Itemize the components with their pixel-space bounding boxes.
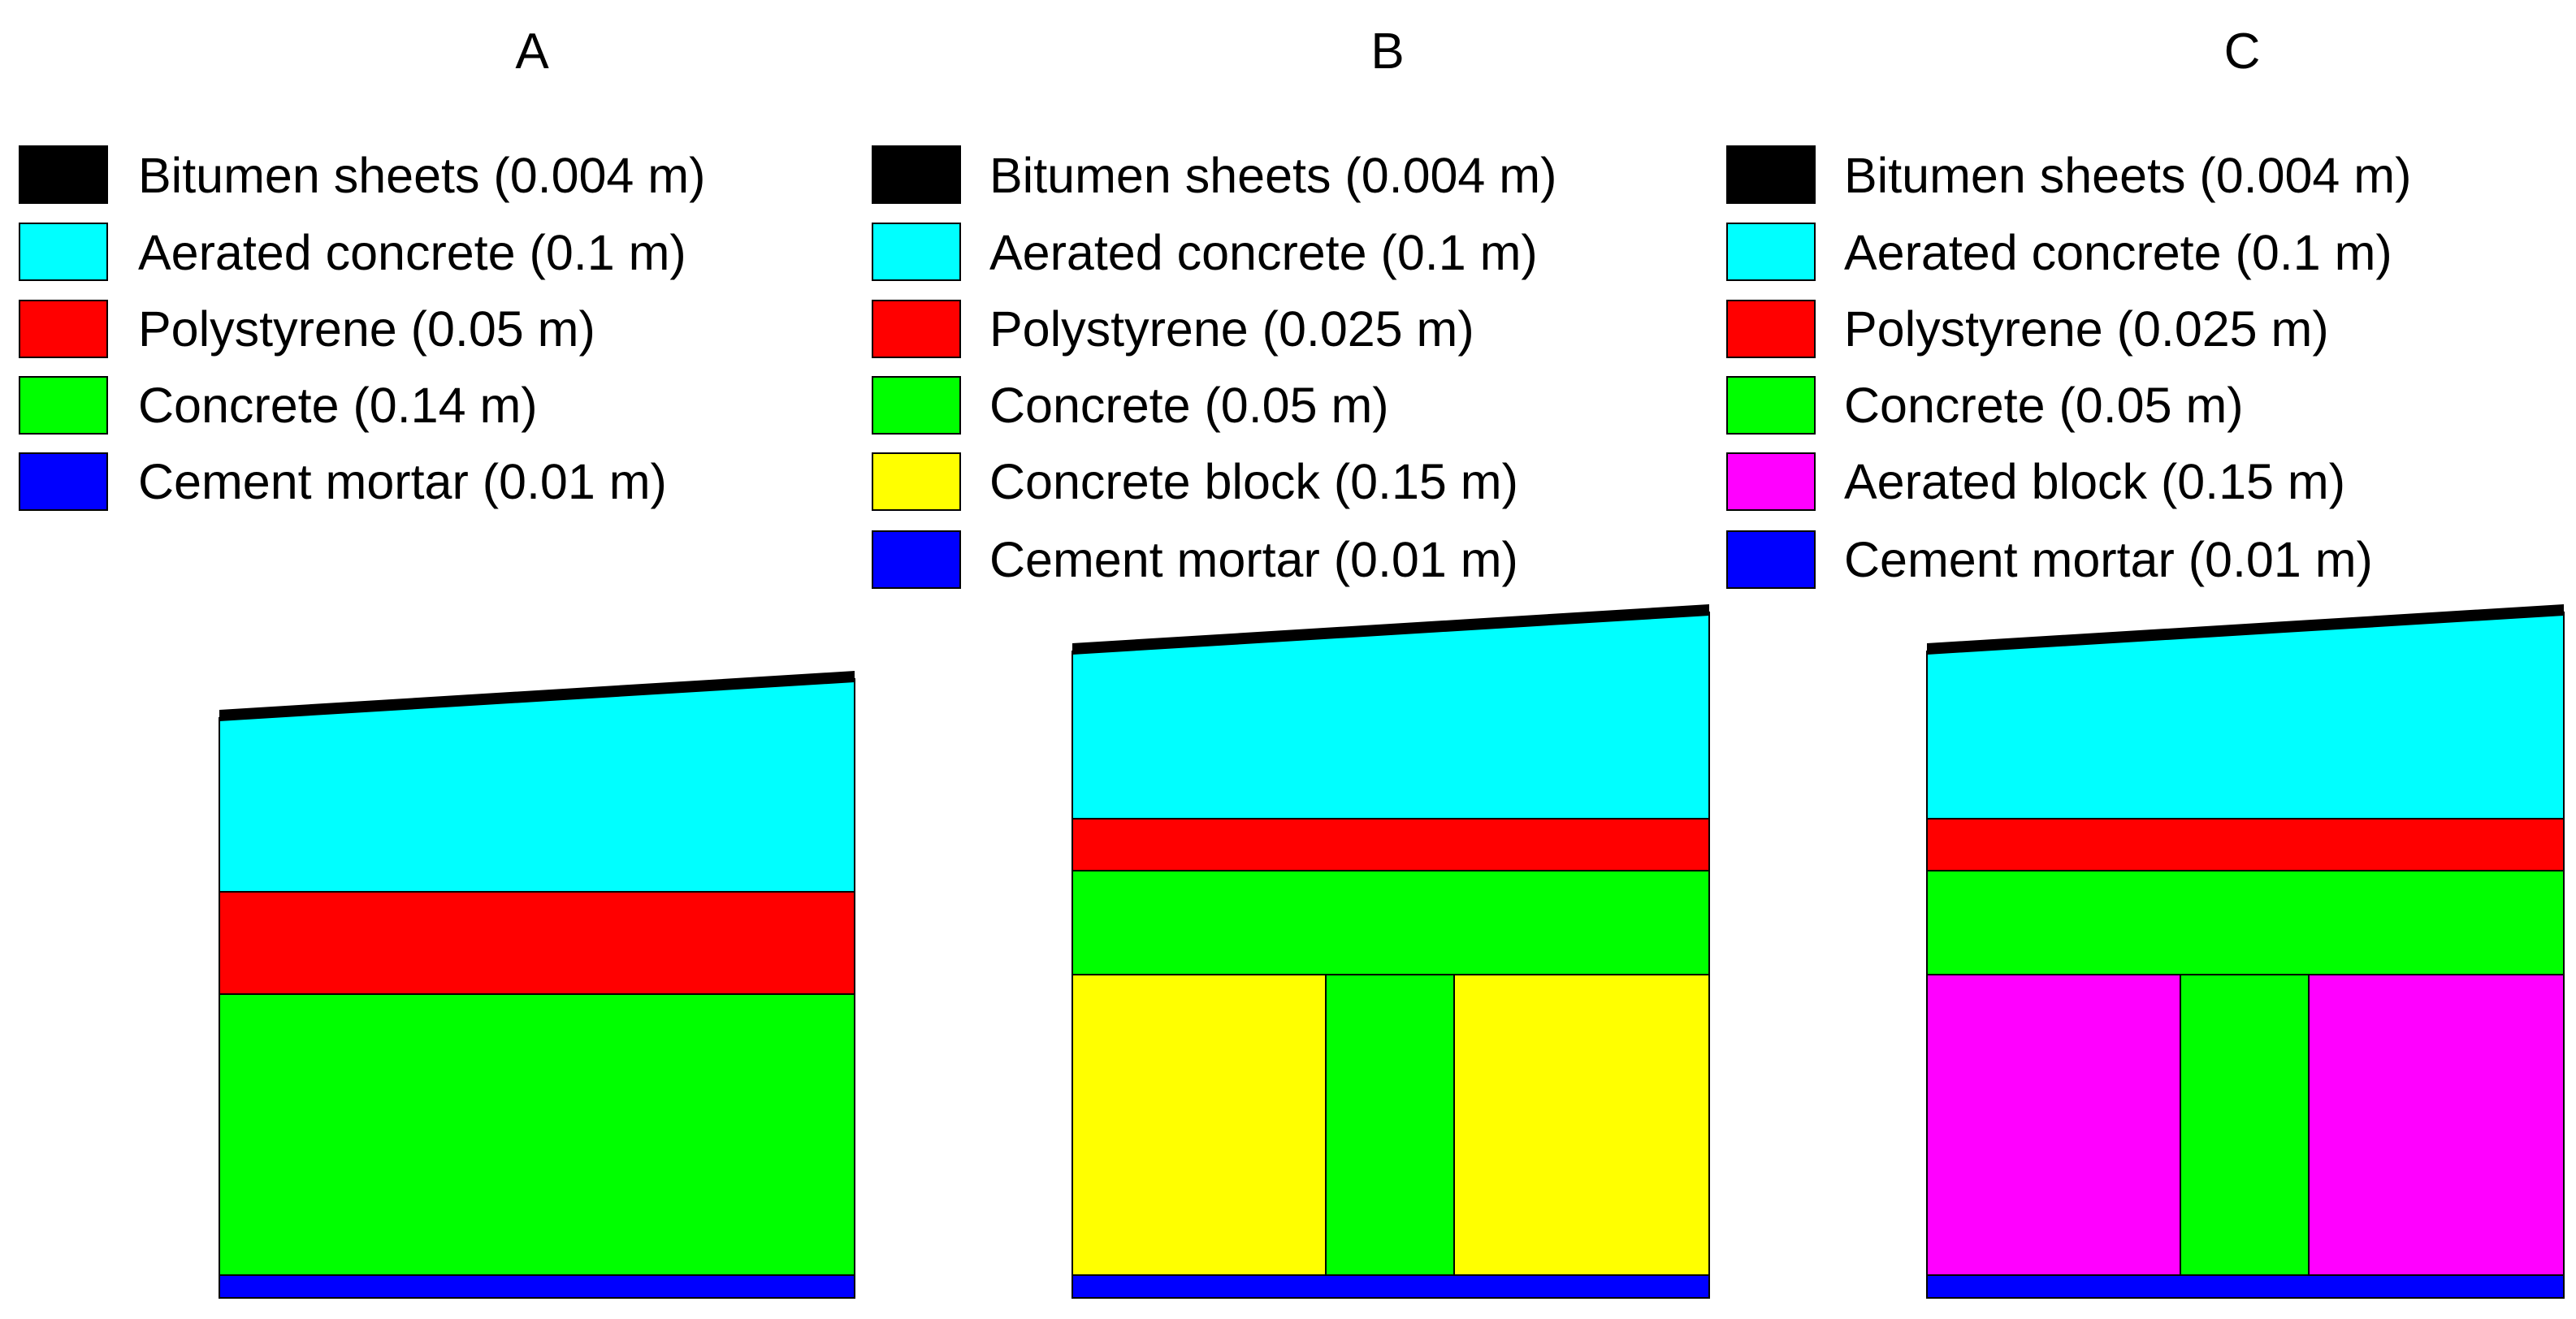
layer-concrete [219, 993, 855, 1276]
layer-aerated-block-left [1926, 974, 2181, 1276]
legend-swatch-polystyrene [1726, 300, 1816, 358]
layer-concrete [1926, 870, 2565, 975]
legend-label-cement-mortar: Cement mortar (0.01 m) [1844, 532, 2373, 587]
panel-c-title: C [2224, 24, 2261, 80]
legend-label-aerated-concrete: Aerated concrete (0.1 m) [1844, 225, 2392, 280]
legend-label-cement-mortar: Cement mortar (0.01 m) [138, 454, 667, 509]
legend-swatch-polystyrene [872, 300, 961, 358]
legend-swatch-aerated-block [1726, 452, 1816, 511]
legend-label-cement-mortar: Cement mortar (0.01 m) [989, 532, 1518, 587]
legend-swatch-cement-mortar [1726, 530, 1816, 589]
layer-aerated-block-right [2308, 974, 2565, 1276]
legend-label-aerated-block: Aerated block (0.15 m) [1844, 454, 2345, 509]
layer-bitumen-sheets [1927, 604, 2564, 655]
panel-c-section [1926, 604, 2565, 1299]
layer-polystyrene [219, 891, 855, 995]
panel-a-title: A [515, 24, 549, 80]
legend-label-aerated-concrete: Aerated concrete (0.1 m) [138, 225, 686, 280]
panel-b-title: B [1370, 24, 1404, 80]
layer-bitumen-sheets [219, 671, 855, 721]
legend-label-polystyrene: Polystyrene (0.025 m) [1844, 301, 2329, 357]
layer-concrete-rib [2180, 974, 2310, 1276]
layer-polystyrene [1926, 818, 2565, 871]
panel-a: A Bitumen sheets (0.004 m) Aerated concr… [19, 24, 855, 1299]
layer-bitumen-sheets [1072, 604, 1709, 655]
panel-b-section [1072, 604, 1710, 1299]
legend-swatch-aerated-concrete [19, 223, 108, 281]
legend-swatch-concrete [19, 376, 108, 435]
panel-a-section [219, 671, 855, 1299]
legend-swatch-polystyrene [19, 300, 108, 358]
layer-cement-mortar [1072, 1274, 1710, 1299]
legend-label-aerated-concrete: Aerated concrete (0.1 m) [989, 225, 1538, 280]
legend-swatch-bitumen [19, 145, 108, 204]
legend-swatch-aerated-concrete [1726, 223, 1816, 281]
panel-a-legend: Bitumen sheets (0.004 m) Aerated concret… [19, 145, 705, 511]
panel-c-legend: Bitumen sheets (0.004 m) Aerated concret… [1726, 145, 2411, 589]
legend-label-concrete: Concrete (0.05 m) [989, 378, 1389, 433]
panel-b-legend: Bitumen sheets (0.004 m) Aerated concret… [872, 145, 1556, 589]
legend-swatch-aerated-concrete [872, 223, 961, 281]
layer-concrete [1072, 870, 1710, 975]
layer-concrete-block-right [1453, 974, 1710, 1276]
legend-swatch-cement-mortar [872, 530, 961, 589]
layer-cement-mortar [219, 1274, 855, 1299]
legend-swatch-cement-mortar [19, 452, 108, 511]
legend-label-concrete: Concrete (0.14 m) [138, 378, 538, 433]
legend-swatch-concrete-block [872, 452, 961, 511]
legend-label-concrete: Concrete (0.05 m) [1844, 378, 2244, 433]
layer-polystyrene [1072, 818, 1710, 871]
legend-swatch-concrete [872, 376, 961, 435]
layer-concrete-rib [1325, 974, 1455, 1276]
panel-c: C Bitumen sheets (0.004 m) Aerated concr… [1726, 24, 2565, 1299]
legend-label-bitumen: Bitumen sheets (0.004 m) [138, 148, 705, 203]
legend-label-bitumen: Bitumen sheets (0.004 m) [989, 148, 1556, 203]
legend-label-bitumen: Bitumen sheets (0.004 m) [1844, 148, 2411, 203]
layer-cement-mortar [1926, 1274, 2565, 1299]
legend-swatch-bitumen [872, 145, 961, 204]
legend-label-polystyrene: Polystyrene (0.025 m) [989, 301, 1474, 357]
panel-b: B Bitumen sheets (0.004 m) Aerated concr… [872, 24, 1710, 1299]
legend-label-polystyrene: Polystyrene (0.05 m) [138, 301, 595, 357]
legend-swatch-bitumen [1726, 145, 1816, 204]
layer-concrete-block-left [1072, 974, 1327, 1276]
legend-swatch-concrete [1726, 376, 1816, 435]
legend-label-concrete-block: Concrete block (0.15 m) [989, 454, 1518, 509]
